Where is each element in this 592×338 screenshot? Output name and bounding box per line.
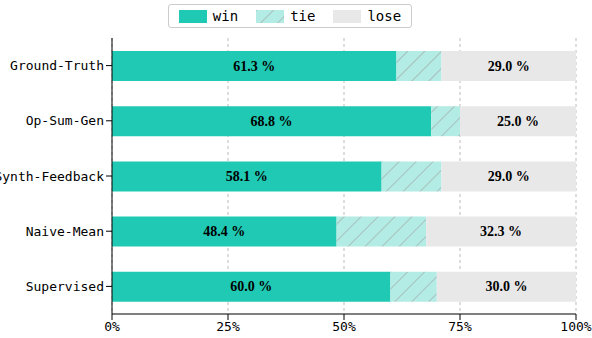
svg-text:60.0 %: 60.0 %	[230, 279, 272, 294]
svg-text:75%: 75%	[448, 319, 472, 334]
svg-text:Naive-Mean: Naive-Mean	[26, 224, 104, 239]
svg-text:58.1 %: 58.1 %	[226, 169, 268, 184]
svg-text:Supervised: Supervised	[26, 279, 104, 294]
svg-text:100%: 100%	[560, 319, 584, 334]
html-text:win: win	[212, 8, 239, 24]
svg-text:25.0 %: 25.0 %	[497, 114, 539, 129]
svg-text:32.3 %: 32.3 %	[480, 224, 522, 239]
svg-text:68.8 %: 68.8 %	[251, 114, 293, 129]
html-text:lose: lose	[367, 8, 402, 24]
svg-text:Op-Sum-Gen: Op-Sum-Gen	[26, 113, 104, 128]
svg-text:29.0 %: 29.0 %	[488, 59, 530, 74]
svg-text:25%: 25%	[216, 319, 240, 334]
svg-text:61.3 %: 61.3 %	[233, 59, 275, 74]
svg-text:Synth-Feedback: Synth-Feedback	[8, 169, 104, 184]
svg-text:50%: 50%	[332, 319, 356, 334]
svg-text:Ground-Truth: Ground-Truth	[10, 58, 104, 73]
svg-text:29.0 %: 29.0 %	[488, 169, 530, 184]
svg-text:0%: 0%	[104, 319, 120, 334]
svg-text:48.4 %: 48.4 %	[203, 224, 245, 239]
svg-text:30.0 %: 30.0 %	[485, 279, 527, 294]
html-text:tie: tie	[290, 8, 316, 24]
